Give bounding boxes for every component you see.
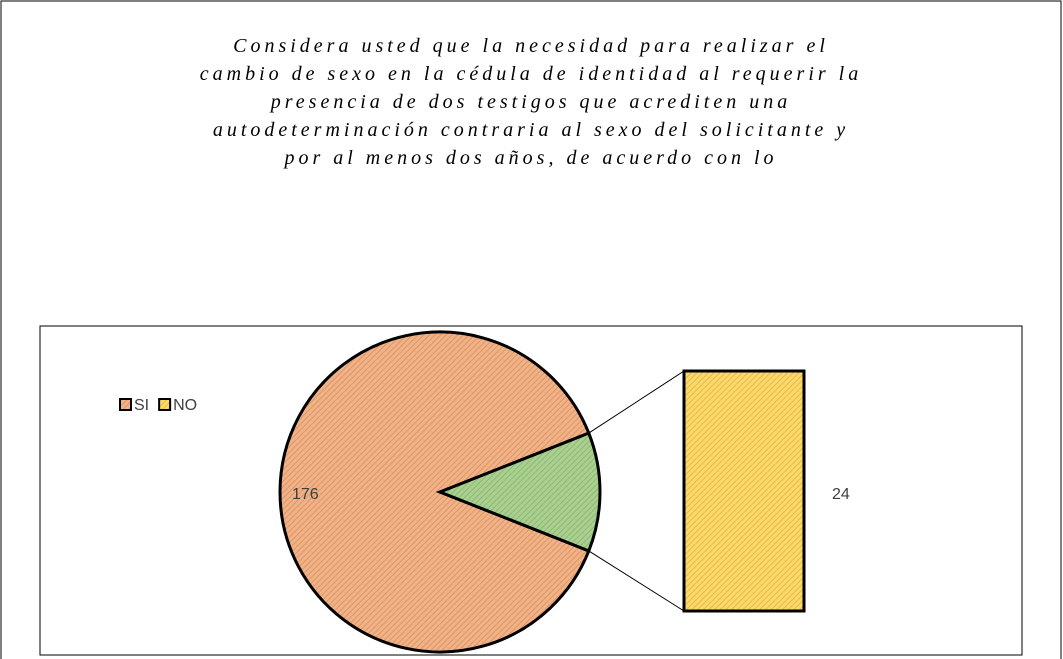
plot-area xyxy=(39,325,1023,656)
connector xyxy=(588,370,685,434)
chart-title: cambio de sexo en la cédula de identidad… xyxy=(200,63,863,85)
legend-label: SI xyxy=(134,397,149,414)
connector xyxy=(588,550,685,612)
chart-title: autodeterminación contraria al sexo del … xyxy=(213,119,849,141)
chart-title: Considera usted que la necesidad para re… xyxy=(233,35,829,57)
bar xyxy=(682,369,806,613)
data-label: 176 xyxy=(292,486,319,503)
data-label: 24 xyxy=(832,486,850,503)
pie-slice xyxy=(435,431,602,553)
chart-title: por al menos dos años, de acuerdo con lo xyxy=(282,147,777,169)
pie-slice xyxy=(278,330,591,654)
legend-label: NO xyxy=(173,397,197,414)
chart-title: presencia de dos testigos que acrediten … xyxy=(269,91,791,113)
legend-swatch xyxy=(119,398,132,411)
legend-swatch xyxy=(158,398,172,411)
